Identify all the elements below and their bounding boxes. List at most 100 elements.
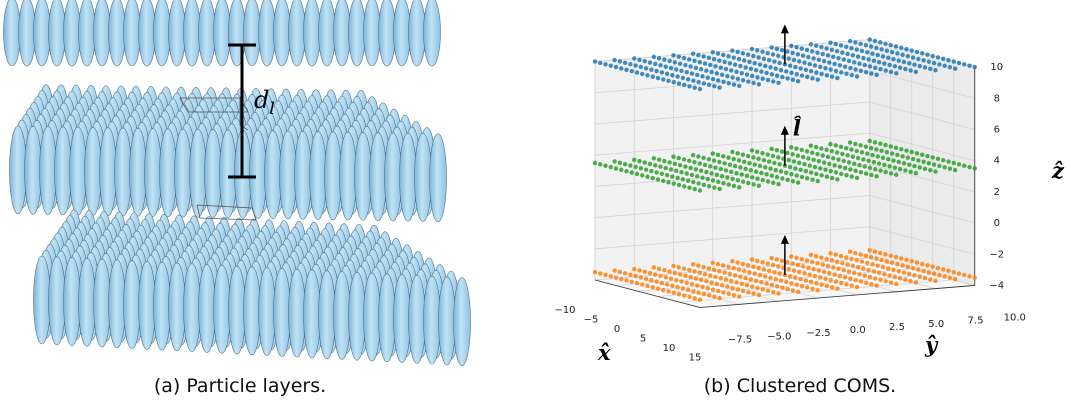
point <box>647 161 653 167</box>
point <box>666 180 671 185</box>
point <box>802 60 807 65</box>
point <box>815 178 820 184</box>
point <box>702 271 708 277</box>
point <box>697 188 703 193</box>
point <box>858 170 864 175</box>
point <box>661 178 666 184</box>
point <box>658 164 663 169</box>
point <box>871 58 877 63</box>
point <box>916 158 921 163</box>
point <box>834 259 840 264</box>
point <box>672 161 678 166</box>
point <box>680 286 686 291</box>
point <box>901 270 907 275</box>
y-tick-label: −2.5 <box>806 328 830 339</box>
point <box>690 152 696 158</box>
point <box>726 54 731 59</box>
point <box>749 46 755 52</box>
point <box>834 150 840 155</box>
point <box>853 168 858 174</box>
point <box>765 152 770 157</box>
point <box>732 163 738 169</box>
point <box>859 259 865 264</box>
point <box>682 184 687 189</box>
point <box>672 270 678 276</box>
point <box>887 164 892 169</box>
point <box>833 143 838 148</box>
point <box>820 153 825 158</box>
point <box>810 76 815 81</box>
point <box>736 267 742 272</box>
point <box>797 59 802 64</box>
point <box>633 273 638 279</box>
particle <box>408 0 426 67</box>
x-tick-label: −5 <box>584 315 599 326</box>
point <box>844 282 849 287</box>
caption: (b) Clustered COMS. <box>704 375 896 397</box>
point <box>862 164 867 169</box>
point <box>643 66 649 71</box>
point <box>922 166 928 172</box>
point <box>893 44 899 49</box>
point <box>910 266 916 271</box>
point <box>807 272 812 277</box>
point <box>638 166 644 171</box>
particle <box>423 0 441 67</box>
point <box>634 70 640 75</box>
point <box>926 270 932 275</box>
grid-line <box>594 195 870 218</box>
point <box>746 79 751 84</box>
point <box>937 272 942 278</box>
point <box>888 280 894 285</box>
point <box>697 59 702 65</box>
point <box>832 61 837 67</box>
point <box>904 46 909 52</box>
point <box>825 53 831 58</box>
point <box>711 57 717 62</box>
particle <box>69 126 87 216</box>
grid-line <box>594 101 870 125</box>
particle <box>129 127 147 217</box>
point <box>695 283 700 288</box>
point <box>833 170 839 175</box>
point <box>684 280 689 285</box>
point <box>708 164 713 169</box>
point <box>603 272 608 278</box>
point <box>668 167 674 172</box>
point <box>653 61 658 67</box>
point <box>640 71 645 77</box>
point <box>870 51 875 56</box>
point <box>808 42 814 47</box>
point <box>825 263 831 269</box>
dl-label: dl <box>254 86 275 119</box>
point <box>700 284 705 290</box>
point <box>863 69 869 75</box>
point <box>878 168 883 173</box>
point <box>882 271 887 277</box>
point <box>713 64 718 69</box>
point <box>833 68 839 74</box>
point <box>710 76 716 82</box>
point <box>886 157 891 162</box>
particle <box>204 129 222 218</box>
point <box>674 67 679 72</box>
point <box>696 181 701 186</box>
point <box>883 279 888 284</box>
point <box>901 59 907 65</box>
particle <box>159 128 177 218</box>
point <box>692 85 697 90</box>
point <box>819 146 824 151</box>
arrow-head <box>780 234 789 244</box>
point <box>829 285 835 290</box>
point <box>847 249 853 254</box>
point <box>701 54 706 59</box>
point <box>951 59 956 64</box>
point <box>736 56 742 62</box>
point <box>628 163 633 168</box>
point <box>909 258 914 264</box>
particle <box>168 262 186 352</box>
point <box>893 254 899 260</box>
point <box>749 257 755 262</box>
point <box>908 68 913 73</box>
point <box>866 158 871 163</box>
